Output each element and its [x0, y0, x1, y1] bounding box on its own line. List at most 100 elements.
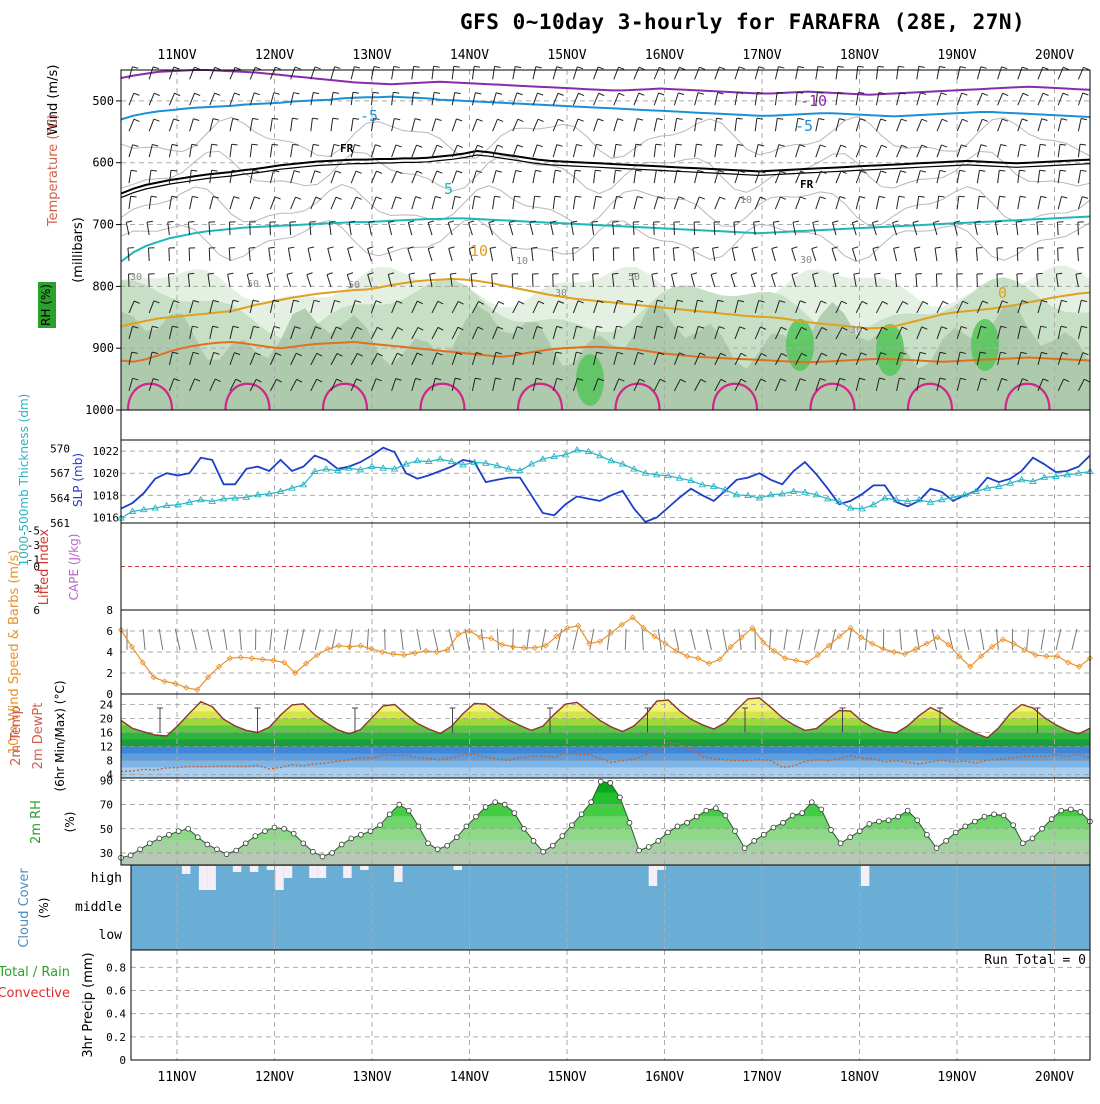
wind-barb-flag — [174, 93, 180, 95]
rh2m-point — [502, 802, 507, 807]
wind-barb-flag — [536, 67, 542, 68]
wind-barb-flag — [919, 66, 925, 67]
wind-barb — [408, 249, 412, 261]
wind-barb — [472, 93, 475, 106]
wind-barb-flag — [414, 92, 420, 93]
wind-barb — [836, 119, 839, 132]
wind-barb — [328, 248, 331, 261]
wind-barb-flag — [335, 67, 341, 69]
rh2m-point — [675, 824, 680, 829]
wind-barb-flag — [514, 196, 520, 197]
rh2m-point — [742, 846, 747, 851]
wind-barb — [531, 248, 533, 261]
cloud-high-bar — [453, 866, 461, 870]
wind-barb — [388, 249, 392, 261]
wind-barb — [392, 118, 395, 131]
wind-barb — [998, 170, 1000, 183]
wind-barb-flag — [779, 145, 785, 147]
wind-barb-flag — [914, 247, 920, 248]
wind-barb — [836, 171, 841, 183]
wind10m-barb — [159, 629, 163, 650]
wind-barb-flag — [820, 145, 826, 147]
wind10m-barb — [240, 629, 242, 650]
wind-barb — [169, 170, 171, 183]
wind-barb-flag — [677, 118, 683, 119]
panel-bg — [121, 440, 1090, 523]
rh2m-point — [1020, 841, 1025, 846]
wind-barb-flag — [578, 119, 584, 121]
wind-barb-flag — [213, 119, 219, 121]
wind-barb-flag — [234, 197, 240, 199]
wind-barb — [917, 93, 921, 105]
isotherm-5 — [121, 217, 1090, 262]
wind-barb-flag — [956, 247, 962, 248]
wind-barb-flag — [1002, 67, 1008, 69]
wind10m-barb — [367, 629, 368, 650]
rh-band — [121, 805, 1090, 817]
wind-barb-flag — [131, 196, 137, 197]
date-label-bottom: 15NOV — [547, 1070, 586, 1085]
wind-barb — [937, 93, 941, 105]
rh-tick-label: 30 — [100, 847, 113, 860]
temp-axis-label-1: 2m Temp — [9, 706, 24, 766]
wind-barb — [412, 197, 416, 209]
wind-barb — [775, 145, 778, 158]
wind-barb — [836, 145, 841, 157]
precip-run-total: Run Total = 0 — [984, 953, 1086, 968]
wind-barb — [573, 145, 576, 158]
wind-barb-flag — [353, 118, 359, 119]
wind-barb-flag — [414, 66, 420, 67]
rh2m-point — [282, 826, 287, 831]
wind-barb-flag — [879, 196, 885, 197]
contour-label: 10 — [516, 256, 528, 267]
date-label-bottom: 18NOV — [840, 1070, 879, 1085]
wind-barb-flag — [147, 221, 153, 222]
wind-barb-flag — [659, 93, 665, 95]
temp-tick-label: 16 — [100, 727, 113, 740]
wind-barb-flag — [328, 247, 334, 248]
wind-barb-flag — [154, 93, 160, 95]
wind-barb-flag — [417, 145, 423, 147]
wind10m-barb — [674, 629, 678, 650]
wind-barb — [230, 93, 234, 105]
wind-barb — [169, 196, 171, 209]
wind-barb — [493, 196, 495, 209]
wind-barb-flag — [1040, 170, 1046, 171]
wind-barb-flag — [408, 221, 414, 223]
thickness-tick-label: 561 — [50, 517, 70, 530]
wind-barb — [937, 145, 941, 157]
wind-barb-flag — [296, 197, 302, 199]
wind-barb — [793, 222, 796, 235]
wind-barb-flag — [752, 247, 758, 248]
wind-barb-flag — [881, 119, 887, 121]
date-label-top: 11NOV — [157, 48, 196, 63]
wind10m-barb — [527, 629, 530, 650]
wind-barb-flag — [881, 171, 887, 173]
wind-barb-flag — [1080, 144, 1086, 145]
temp-bands — [121, 694, 1090, 778]
wind-barb — [553, 67, 556, 80]
wind-barb — [269, 248, 271, 261]
wind-barb — [715, 197, 720, 209]
wind-barb — [249, 248, 250, 261]
rh2m-point — [1011, 823, 1016, 828]
wind-barb — [976, 248, 977, 261]
date-label-bottom: 20NOV — [1035, 1070, 1074, 1085]
wind-barb-flag — [252, 144, 258, 145]
wind-barb-flag — [355, 145, 361, 147]
rh2m-point — [934, 846, 939, 851]
wind-barb — [449, 248, 452, 261]
temp-axis-label-2: 2m DewPt — [31, 703, 46, 770]
wind-barb-flag — [333, 92, 339, 93]
wind-barb — [169, 93, 174, 105]
wind-barb-flag — [716, 118, 722, 119]
wind-barb — [533, 145, 537, 157]
wind-barb-flag — [900, 171, 906, 173]
wind-barb — [149, 93, 154, 105]
date-label-bottom: 16NOV — [645, 1070, 684, 1085]
rh2m-point — [886, 818, 891, 823]
wind-barb-flag — [854, 273, 860, 274]
wind-barb-flag — [943, 301, 948, 304]
rh2m-point — [617, 795, 622, 800]
cloud-unit-label: (%) — [37, 898, 51, 919]
